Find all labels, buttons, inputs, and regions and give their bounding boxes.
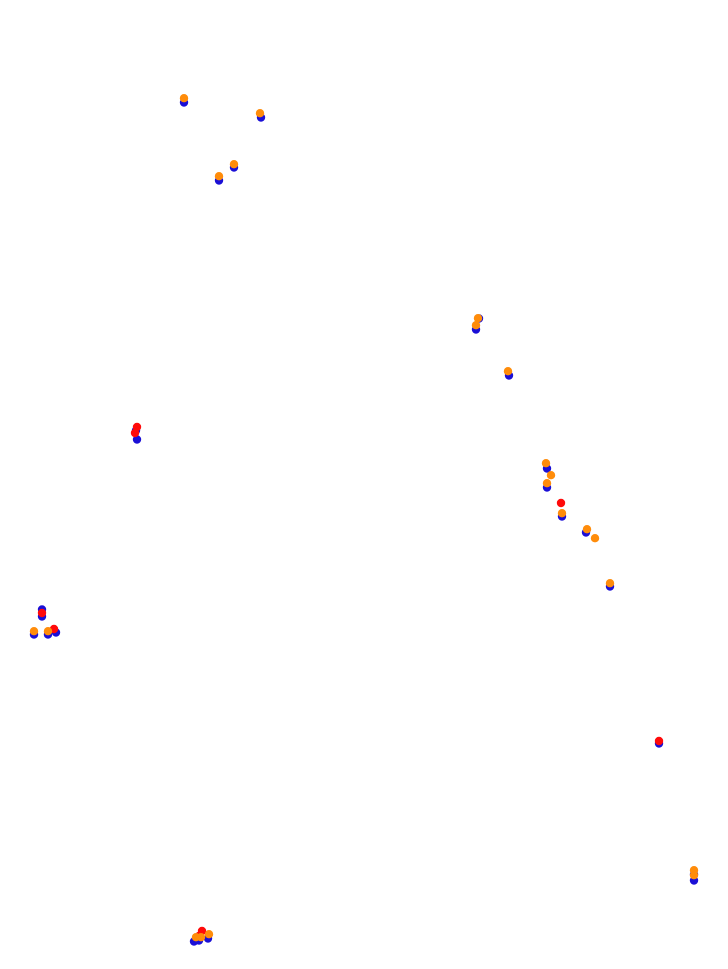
- point-red-3: [37, 608, 47, 618]
- series-blue: [29, 98, 699, 946]
- series-red: [37, 422, 664, 941]
- point-orange-4: [473, 314, 483, 323]
- point-orange-20: [196, 933, 206, 942]
- point-orange-6: [503, 367, 513, 376]
- point-blue-7: [132, 435, 142, 444]
- point-orange-10: [557, 509, 567, 518]
- point-red-1: [130, 428, 140, 438]
- point-orange-14: [29, 627, 39, 636]
- point-red-2: [556, 498, 566, 508]
- point-orange-19: [204, 930, 214, 939]
- point-orange-9: [542, 479, 552, 488]
- point-orange-7: [541, 459, 551, 468]
- point-orange-13: [605, 579, 615, 588]
- point-orange-15: [43, 627, 53, 636]
- point-orange-12: [590, 534, 600, 543]
- point-orange-1: [255, 109, 265, 118]
- point-orange-5: [471, 321, 481, 330]
- point-orange-3: [229, 160, 239, 169]
- point-orange-8: [546, 471, 556, 480]
- point-orange-17: [689, 871, 699, 880]
- point-orange-0: [179, 94, 189, 103]
- point-red-5: [654, 736, 664, 746]
- series-orange: [29, 94, 699, 942]
- point-orange-11: [582, 525, 592, 534]
- point-orange-2: [214, 172, 224, 181]
